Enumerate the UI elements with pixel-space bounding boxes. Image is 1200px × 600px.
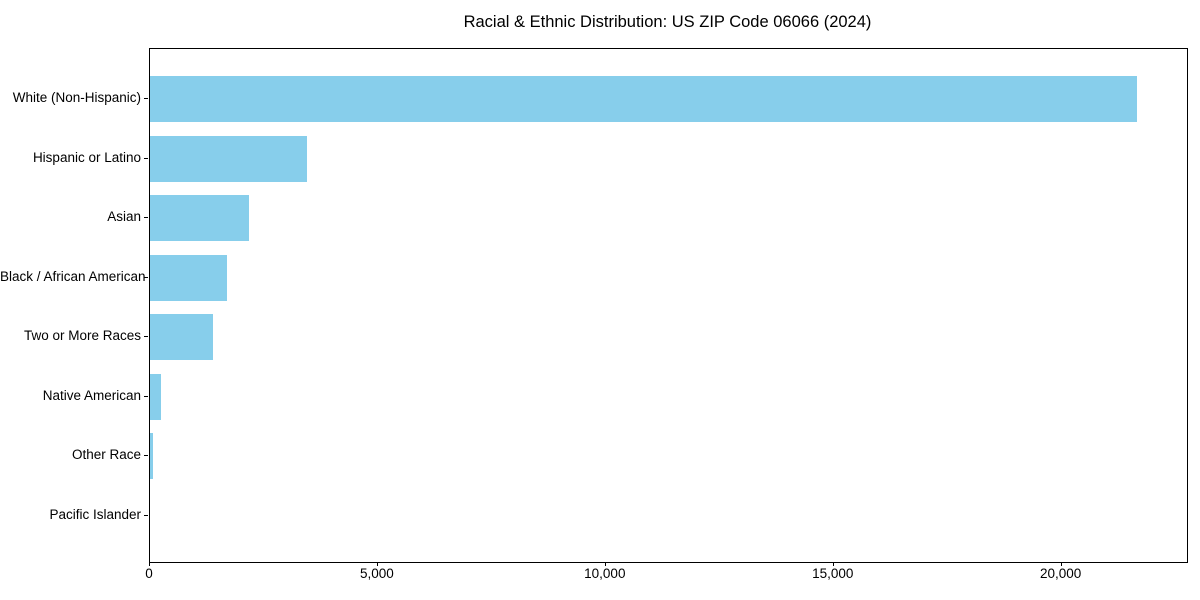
x-tick-label-4: 20,000 (1039, 566, 1082, 581)
y-tick-2 (144, 217, 148, 218)
y-label-5: Native American (42, 387, 141, 403)
x-tick-2 (604, 562, 606, 566)
x-tick-label-2: 10,000 (584, 566, 626, 581)
bar-4 (150, 314, 213, 360)
y-tick-4 (144, 336, 148, 337)
plot-area (149, 48, 1188, 563)
bar-1 (150, 135, 307, 182)
y-tick-3 (144, 276, 148, 278)
bar-5 (150, 373, 161, 420)
x-tick-label-1: 5,000 (360, 566, 394, 581)
y-label-0: White (Non-Hispanic) (12, 90, 141, 105)
y-tick-0 (144, 98, 148, 99)
x-tick-1 (376, 562, 378, 566)
bar-0 (150, 76, 1137, 122)
y-tick-1 (144, 157, 148, 159)
x-tick-4 (1060, 562, 1062, 566)
y-tick-6 (144, 455, 148, 456)
bar-3 (150, 254, 228, 301)
y-label-2: Asian (107, 209, 141, 224)
bar-6 (150, 433, 154, 479)
y-label-3: Black / African American (0, 268, 146, 284)
bar-2 (150, 195, 249, 241)
y-label-6: Other Race (71, 447, 141, 462)
y-tick-5 (144, 395, 148, 397)
chart-title: Racial & Ethnic Distribution: US ZIP Cod… (463, 13, 872, 31)
x-tick-3 (832, 562, 834, 566)
y-label-4: Two or More Races (23, 328, 141, 343)
y-label-7: Pacific Islander (49, 506, 141, 522)
y-label-1: Hispanic or Latino (32, 149, 141, 165)
y-tick-7 (144, 514, 148, 516)
x-tick-label-3: 15,000 (812, 566, 854, 581)
x-tick-label-0: 0 (145, 566, 153, 581)
x-tick-0 (149, 562, 150, 566)
